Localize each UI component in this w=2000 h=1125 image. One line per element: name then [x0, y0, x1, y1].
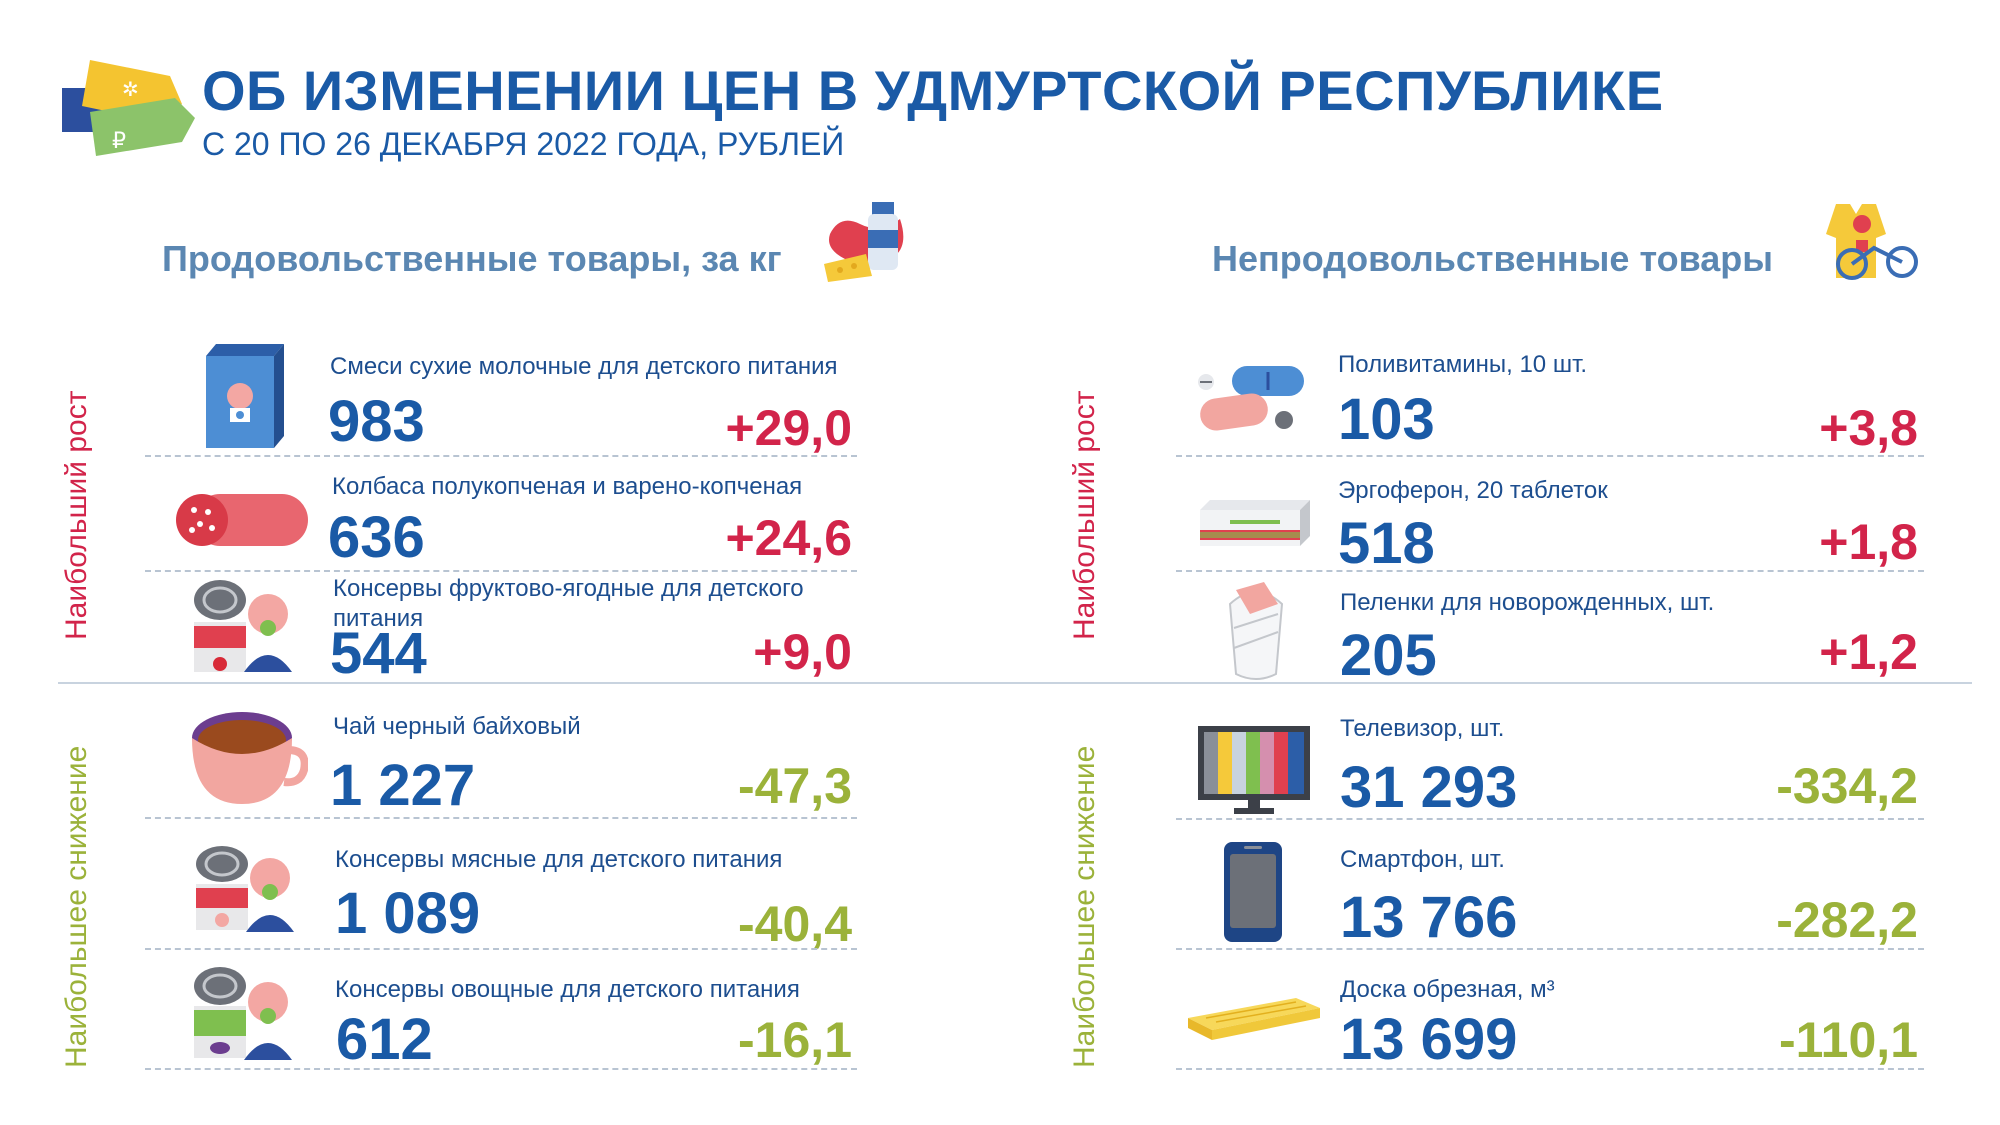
food-item-price: 612 [336, 1007, 433, 1072]
coat-bicycle-icon [1822, 200, 1928, 290]
smartphone-icon [1222, 840, 1284, 944]
nonfood-item-name: Смартфон, шт. [1340, 846, 1505, 873]
swaddle-icon [1224, 578, 1288, 682]
row-separator [145, 570, 857, 572]
food-item-price: 636 [328, 505, 425, 570]
nonfood-item-change: -282,2 [1776, 892, 1918, 948]
food-item-price: 544 [330, 621, 427, 686]
row-separator [145, 455, 857, 457]
nonfood-increase-label: Наибольший рост [1068, 390, 1101, 640]
food-item-price: 1 089 [335, 881, 481, 946]
row-separator [145, 948, 857, 950]
row-separator [145, 817, 857, 819]
page-subtitle: С 20 ПО 26 ДЕКАБРЯ 2022 ГОДА, РУБЛЕЙ [202, 126, 845, 162]
food-item-name: Смеси сухие молочные для детского питани… [330, 353, 838, 380]
food-item-name: Колбаса полукопченая и варено-копченая [332, 473, 803, 500]
food-item-name: Консервы мясные для детского питания [335, 846, 783, 873]
baby-food-can-icon [190, 960, 300, 1064]
food-item-change: -40,4 [738, 896, 852, 952]
food-item-change: -47,3 [738, 758, 852, 814]
row-separator [1176, 948, 1924, 950]
nonfood-section-title: Непродовольственные товары [1212, 238, 1774, 279]
nonfood-item-name: Доска обрезная, м³ [1340, 976, 1555, 1003]
nonfood-item-name: Эргоферон, 20 таблеток [1338, 477, 1608, 504]
nonfood-item-name: Поливитамины, 10 шт. [1338, 351, 1588, 378]
baby-food-can-icon [192, 840, 302, 936]
food-item-price: 1 227 [330, 753, 476, 818]
nonfood-item-change: -110,1 [1778, 1012, 1918, 1068]
page-title: ОБ ИЗМЕНЕНИИ ЦЕН В УДМУРТСКОЙ РЕСПУБЛИКЕ [202, 59, 1664, 122]
nonfood-item-change: -334,2 [1776, 758, 1918, 814]
nonfood-item-change: +3,8 [1819, 400, 1918, 456]
nonfood-item-price: 13 766 [1340, 885, 1518, 950]
nonfood-item-name: Пеленки для новорожденных, шт. [1340, 589, 1715, 616]
nonfood-item-change: +1,8 [1819, 514, 1918, 570]
nonfood-item-price: 518 [1338, 511, 1435, 576]
section-divider [58, 682, 1972, 684]
svg-text:₽: ₽ [112, 129, 126, 154]
nonfood-item-price: 103 [1338, 387, 1435, 452]
food-item-change: +9,0 [753, 624, 852, 680]
baby-food-can-icon [190, 572, 300, 680]
svg-text:✲: ✲ [122, 77, 139, 101]
nonfood-decrease-label: Наибольшее снижение [1068, 745, 1101, 1068]
groceries-icon [820, 194, 920, 284]
sausage-icon [174, 490, 314, 552]
row-separator [1176, 1068, 1924, 1070]
nonfood-item-price: 13 699 [1340, 1007, 1518, 1072]
lumber-board-icon [1186, 996, 1322, 1042]
nonfood-item-change: +1,2 [1819, 624, 1918, 680]
price-tags-icon: ₽ ✲ [60, 48, 200, 168]
tea-cup-icon [188, 710, 308, 810]
pills-icon [1196, 362, 1308, 442]
food-item-change: -16,1 [738, 1012, 852, 1068]
food-item-price: 983 [328, 389, 425, 454]
nonfood-item-price: 31 293 [1340, 755, 1518, 820]
food-item-change: +24,6 [725, 510, 852, 566]
food-increase-label: Наибольший рост [60, 390, 93, 640]
row-separator [1176, 818, 1924, 820]
medicine-box-icon [1196, 496, 1314, 548]
food-item-name: Консервы овощные для детского питания [335, 976, 800, 1003]
food-section-title: Продовольственные товары, за кг [162, 238, 782, 279]
nonfood-item-price: 205 [1340, 623, 1437, 688]
row-separator [145, 1068, 857, 1070]
baby-formula-icon [200, 338, 290, 450]
food-item-name: Чай черный байховый [333, 713, 581, 740]
row-separator [1176, 570, 1924, 572]
nonfood-item-name: Телевизор, шт. [1340, 715, 1505, 742]
tv-icon [1196, 724, 1312, 816]
food-decrease-label: Наибольшее снижение [60, 745, 93, 1068]
row-separator [1176, 455, 1924, 457]
food-item-name: Консервы фруктово-ягодные для детского п… [333, 575, 804, 632]
food-item-change: +29,0 [725, 400, 852, 456]
